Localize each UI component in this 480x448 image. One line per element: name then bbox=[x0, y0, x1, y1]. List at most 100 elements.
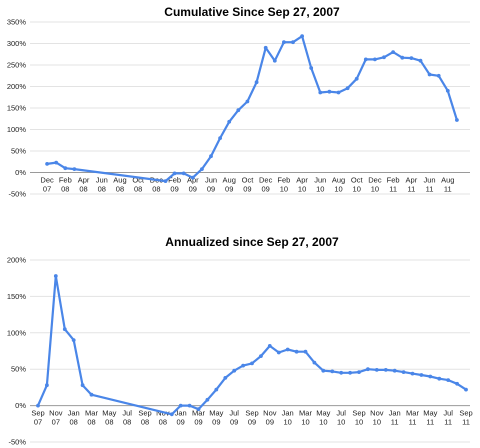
x-tick-label: 10 bbox=[334, 185, 342, 194]
data-point bbox=[455, 118, 459, 122]
x-tick-label: Mar bbox=[299, 409, 312, 418]
data-point bbox=[181, 171, 186, 176]
data-point bbox=[382, 55, 386, 60]
x-tick-label: Oct bbox=[242, 176, 255, 185]
x-tick-label: Jun bbox=[96, 176, 108, 185]
x-tick-label: 10 bbox=[298, 185, 306, 194]
data-point bbox=[436, 73, 441, 78]
data-point bbox=[445, 88, 450, 93]
data-point bbox=[205, 397, 210, 402]
x-tick-label: 11 bbox=[389, 185, 397, 194]
x-tick-label: Nov bbox=[370, 409, 384, 418]
x-tick-label: 07 bbox=[52, 418, 60, 427]
x-tick-label: 08 bbox=[116, 185, 124, 194]
data-point bbox=[418, 58, 423, 63]
x-tick-label: 08 bbox=[87, 418, 95, 427]
data-point bbox=[348, 370, 352, 375]
data-point bbox=[339, 370, 344, 375]
data-point bbox=[300, 34, 304, 39]
y-tick-label: 200% bbox=[7, 82, 27, 91]
data-point bbox=[63, 166, 68, 171]
y-tick-label: -50% bbox=[8, 438, 26, 447]
x-tick-label: 10 bbox=[355, 418, 363, 427]
x-tick-label: 09 bbox=[194, 418, 202, 427]
data-point bbox=[363, 57, 368, 62]
x-tick-label: 09 bbox=[207, 185, 215, 194]
data-point bbox=[232, 368, 237, 373]
data-point bbox=[36, 403, 40, 408]
data-point bbox=[336, 90, 341, 95]
x-tick-label: 10 bbox=[371, 185, 379, 194]
data-point bbox=[446, 378, 451, 382]
x-tick-label: Dec bbox=[259, 176, 273, 185]
x-tick-label: Jul bbox=[122, 409, 132, 418]
data-point bbox=[187, 403, 192, 408]
x-tick-label: 08 bbox=[141, 418, 149, 427]
data-point bbox=[89, 392, 94, 397]
data-point bbox=[282, 40, 286, 45]
x-tick-label: 08 bbox=[123, 418, 131, 427]
x-tick-label: Oct bbox=[132, 176, 145, 185]
x-tick-label: 10 bbox=[373, 418, 381, 427]
data-point bbox=[410, 371, 415, 376]
x-tick-label: Sep bbox=[31, 409, 44, 418]
x-tick-label: Jan bbox=[68, 409, 80, 418]
data-point bbox=[409, 56, 414, 60]
y-tick-label: 0% bbox=[15, 168, 26, 177]
data-point bbox=[54, 160, 59, 165]
x-tick-label: Aug bbox=[223, 176, 236, 185]
x-tick-label: Jun bbox=[205, 176, 217, 185]
x-tick-label: 09 bbox=[170, 185, 178, 194]
x-tick-label: 08 bbox=[69, 418, 77, 427]
data-point bbox=[354, 76, 359, 81]
data-point bbox=[71, 338, 76, 342]
x-tick-label: Aug bbox=[113, 176, 126, 185]
x-tick-label: Jun bbox=[424, 176, 436, 185]
x-tick-label: 09 bbox=[261, 185, 269, 194]
y-tick-label: 150% bbox=[7, 104, 27, 113]
data-point bbox=[250, 361, 254, 366]
data-point bbox=[196, 407, 201, 412]
data-point bbox=[285, 347, 290, 352]
x-tick-label: Oct bbox=[351, 176, 364, 185]
x-tick-label: Dec bbox=[40, 176, 54, 185]
x-tick-label: Mar bbox=[192, 409, 205, 418]
data-point bbox=[62, 327, 67, 332]
data-point bbox=[254, 80, 259, 85]
x-tick-label: Jul bbox=[229, 409, 239, 418]
data-point bbox=[276, 350, 281, 355]
x-tick-label: Sep bbox=[459, 409, 472, 418]
x-tick-label: 11 bbox=[407, 185, 415, 194]
x-tick-label: Jan bbox=[282, 409, 294, 418]
x-tick-label: 09 bbox=[189, 185, 197, 194]
chart-title: Cumulative Since Sep 27, 2007 bbox=[164, 5, 340, 19]
x-tick-label: May bbox=[102, 409, 116, 418]
y-tick-label: 200% bbox=[7, 256, 27, 265]
data-point bbox=[267, 344, 272, 348]
x-tick-label: 09 bbox=[243, 185, 251, 194]
x-tick-label: 11 bbox=[426, 418, 434, 427]
data-point bbox=[321, 368, 326, 373]
data-point bbox=[383, 368, 388, 372]
x-tick-label: 08 bbox=[105, 418, 113, 427]
x-tick-label: 11 bbox=[409, 418, 417, 427]
y-tick-label: 100% bbox=[7, 328, 27, 337]
data-point bbox=[209, 154, 213, 159]
x-tick-label: 08 bbox=[79, 185, 87, 194]
series-line bbox=[45, 35, 458, 183]
x-tick-label: 09 bbox=[212, 418, 220, 427]
x-tick-label: 10 bbox=[337, 418, 345, 427]
x-tick-label: Nov bbox=[49, 409, 63, 418]
x-tick-label: Feb bbox=[59, 176, 72, 185]
annualized-chart: Annualized since Sep 27, 2007 -50% 0% 50% 10… bbox=[7, 235, 473, 447]
cumulative-chart: Cumulative Since Sep 27, 2007 -50% 0% 50% 10… bbox=[7, 5, 470, 199]
x-tick-label: May bbox=[316, 409, 330, 418]
x-tick-label: May bbox=[423, 409, 437, 418]
x-tick-label: 09 bbox=[230, 418, 238, 427]
data-point bbox=[72, 167, 77, 172]
data-point bbox=[428, 374, 433, 379]
x-tick-label: 10 bbox=[316, 185, 324, 194]
x-tick-label: Sep bbox=[352, 409, 365, 418]
data-point bbox=[259, 354, 263, 358]
y-tick-label: 0% bbox=[15, 401, 26, 410]
